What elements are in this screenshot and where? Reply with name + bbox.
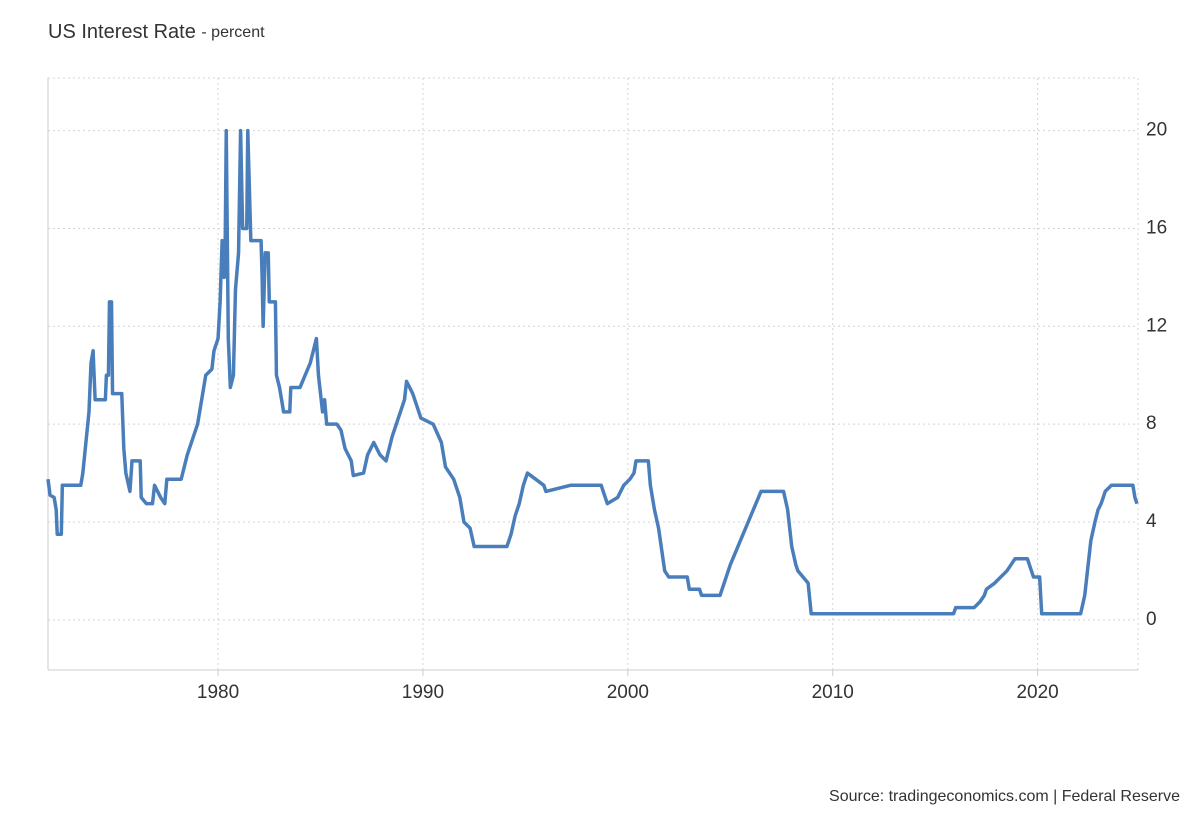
x-tick-label: 2000 bbox=[607, 682, 649, 703]
chart-title: US Interest Rate - percent bbox=[48, 21, 265, 43]
source: Source: tradingeconomics.com | Federal R… bbox=[829, 788, 1180, 805]
x-tick-label: 1980 bbox=[197, 682, 239, 703]
x-tick-label: 2020 bbox=[1016, 682, 1058, 703]
x-tick-label: 2010 bbox=[812, 682, 854, 703]
y-tick-label: 20 bbox=[1146, 120, 1167, 141]
y-tick-label: 12 bbox=[1146, 315, 1167, 336]
y-tick-label: 16 bbox=[1146, 217, 1167, 238]
y-tick-label: 0 bbox=[1146, 609, 1157, 630]
x-tick-label: 1990 bbox=[402, 682, 444, 703]
line bbox=[46, 128, 1139, 616]
y-tick-label: 8 bbox=[1146, 413, 1157, 434]
subtitle: - percent bbox=[201, 24, 265, 41]
title: US Interest Rate bbox=[48, 21, 196, 43]
y-tick-label: 4 bbox=[1146, 511, 1157, 532]
